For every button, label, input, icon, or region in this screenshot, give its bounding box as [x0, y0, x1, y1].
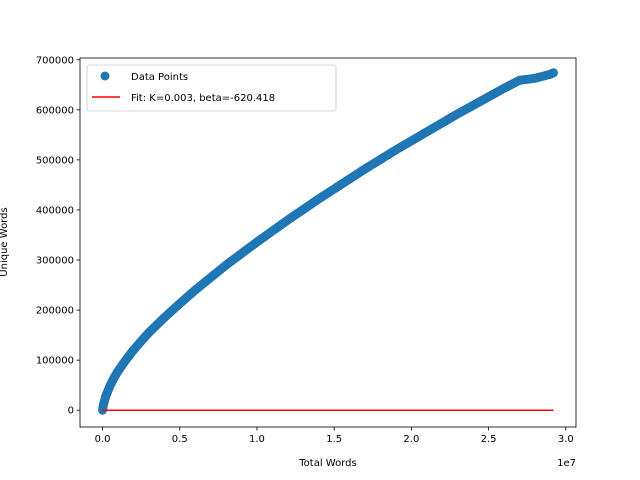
- x-offset-text: 1e7: [557, 458, 576, 469]
- y-tick-label: 700000: [36, 55, 74, 66]
- legend-frame: [86, 64, 337, 112]
- legend-marker-data-points: [100, 71, 110, 81]
- x-tick-label: 1.5: [326, 434, 342, 445]
- y-axis: 0 100000 200000 300000 400000 500000 600000 700…: [36, 55, 80, 417]
- legend: Data Points Fit: K=0.003, beta=-620.418: [86, 64, 337, 112]
- plot-frame: [79, 57, 577, 428]
- y-tick-label: 300000: [36, 256, 74, 267]
- y-tick-label: 500000: [36, 155, 74, 166]
- x-tick-label: 0.0: [95, 434, 111, 445]
- legend-label-fit: Fit: K=0.003, beta=-620.418: [131, 93, 275, 104]
- x-axis-label: Total Words: [298, 458, 356, 469]
- y-axis-label: Unique Words: [0, 207, 10, 276]
- x-axis: 0.0 0.5 1.0 1.5 2.0 2.5 3.0: [95, 427, 574, 445]
- legend-label-data-points: Data Points: [131, 72, 188, 83]
- plot-marks: [98, 68, 558, 415]
- x-tick-label: 0.5: [172, 434, 188, 445]
- x-tick-label: 1.0: [249, 434, 265, 445]
- y-tick-label: 400000: [36, 205, 74, 216]
- y-tick-label: 100000: [36, 356, 74, 367]
- x-tick-label: 3.0: [558, 434, 574, 445]
- y-tick-label: 600000: [36, 105, 74, 116]
- data-point: [548, 68, 558, 78]
- x-tick-label: 2.5: [481, 434, 497, 445]
- x-tick-label: 2.0: [403, 434, 419, 445]
- y-tick-label: 0: [68, 406, 74, 417]
- y-tick-label: 200000: [36, 306, 74, 317]
